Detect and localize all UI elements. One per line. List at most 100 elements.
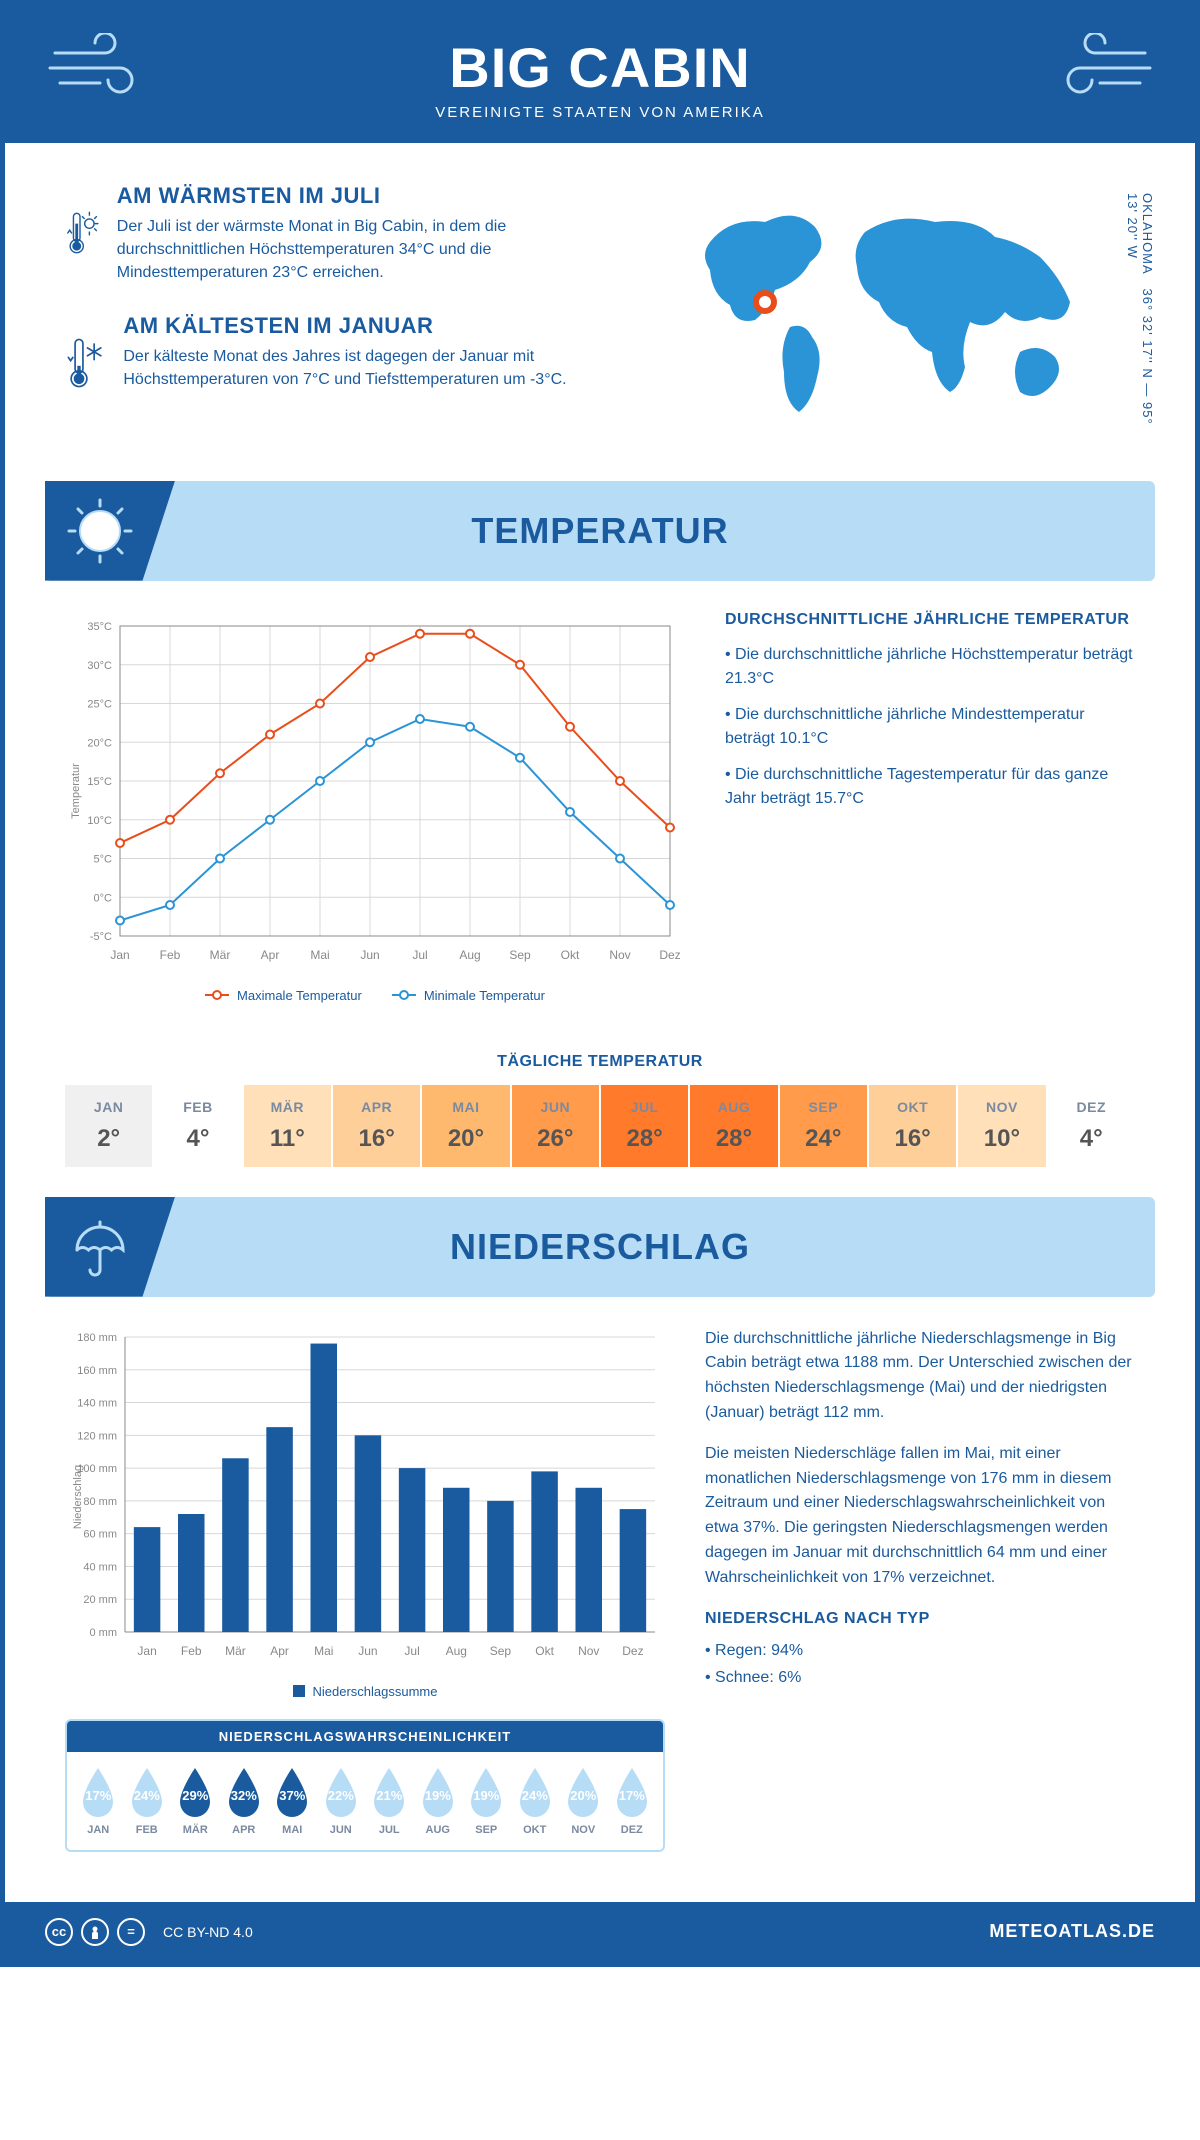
svg-text:140 mm: 140 mm — [77, 1397, 117, 1409]
svg-text:Mär: Mär — [210, 948, 231, 962]
probability-cell: 21%JUL — [366, 1766, 413, 1836]
daily-temp-title: TÄGLICHE TEMPERATUR — [5, 1053, 1195, 1071]
daily-temp-cell: NOV10° — [958, 1085, 1047, 1167]
svg-text:180 mm: 180 mm — [77, 1332, 117, 1344]
cc-icon: cc — [45, 1918, 73, 1946]
coldest-block: AM KÄLTESTEN IM JANUAR Der kälteste Mona… — [65, 313, 605, 413]
svg-text:Feb: Feb — [181, 1644, 202, 1658]
svg-text:35°C: 35°C — [87, 621, 112, 633]
daily-temp-cell: DEZ4° — [1048, 1085, 1135, 1167]
svg-text:Sep: Sep — [509, 948, 531, 962]
svg-text:80 mm: 80 mm — [83, 1495, 117, 1507]
svg-text:40 mm: 40 mm — [83, 1561, 117, 1573]
coordinates: OKLAHOMA 36° 32' 17'' N — 95° 13' 20'' W — [1125, 193, 1155, 441]
probability-cell: 32%APR — [221, 1766, 268, 1836]
svg-text:Jul: Jul — [412, 948, 427, 962]
svg-text:Jun: Jun — [358, 1644, 377, 1658]
coldest-title: AM KÄLTESTEN IM JANUAR — [123, 313, 604, 339]
svg-text:5°C: 5°C — [94, 853, 113, 865]
daily-temp-cell: JAN2° — [65, 1085, 154, 1167]
sun-icon — [45, 481, 175, 581]
page-container: BIG CABIN VEREINIGTE STAATEN VON AMERIKA… — [0, 0, 1200, 1967]
probability-cell: 17%DEZ — [609, 1766, 656, 1836]
svg-text:Dez: Dez — [622, 1644, 643, 1658]
svg-text:60 mm: 60 mm — [83, 1528, 117, 1540]
daily-temp-cell: SEP24° — [780, 1085, 869, 1167]
svg-text:Apr: Apr — [261, 948, 280, 962]
svg-text:Okt: Okt — [561, 948, 580, 962]
daily-temp-cell: JUL28° — [601, 1085, 690, 1167]
thermometer-hot-icon — [65, 183, 99, 283]
probability-cell: 19%AUG — [415, 1766, 462, 1836]
daily-temp-cell: MÄR11° — [244, 1085, 333, 1167]
svg-text:Jan: Jan — [110, 948, 129, 962]
daily-temp-cell: OKT16° — [869, 1085, 958, 1167]
precipitation-heading: NIEDERSCHLAG — [450, 1226, 750, 1268]
probability-cell: 19%SEP — [463, 1766, 510, 1836]
svg-text:Niederschlag: Niederschlag — [72, 1464, 84, 1528]
probability-cell: 29%MÄR — [172, 1766, 219, 1836]
temperature-heading: TEMPERATUR — [471, 510, 728, 552]
probability-cell: 24%OKT — [512, 1766, 559, 1836]
by-icon — [81, 1918, 109, 1946]
svg-text:Sep: Sep — [490, 1644, 512, 1658]
probability-cell: 24%FEB — [124, 1766, 171, 1836]
svg-text:Jul: Jul — [404, 1644, 419, 1658]
svg-text:-5°C: -5°C — [90, 931, 112, 943]
temperature-legend: .legend-item:nth-child(1) .legend-swatch… — [65, 988, 685, 1003]
svg-text:15°C: 15°C — [87, 776, 112, 788]
svg-text:20°C: 20°C — [87, 737, 112, 749]
page-title: BIG CABIN — [25, 35, 1175, 100]
temperature-chart: -5°C 0°C 5°C 10°C 15°C 20°C 25°C 30°C 35°C Jan Feb… — [65, 611, 685, 1003]
precipitation-text: Die durchschnittliche jährliche Niedersc… — [705, 1327, 1135, 1852]
daily-temp-cell: MAI20° — [422, 1085, 511, 1167]
probability-cell: 22%JUN — [318, 1766, 365, 1836]
svg-text:Jun: Jun — [360, 948, 379, 962]
nd-icon: = — [117, 1918, 145, 1946]
probability-cell: 37%MAI — [269, 1766, 316, 1836]
thermometer-cold-icon — [65, 313, 105, 413]
license-badge: cc = CC BY-ND 4.0 — [45, 1918, 253, 1946]
svg-text:Aug: Aug — [459, 948, 480, 962]
temperature-banner: TEMPERATUR — [45, 481, 1155, 581]
svg-text:Aug: Aug — [446, 1644, 467, 1658]
daily-temp-cell: APR16° — [333, 1085, 422, 1167]
daily-temp-row: JAN2°FEB4°MÄR11°APR16°MAI20°JUN26°JUL28°… — [65, 1085, 1135, 1167]
world-map: OKLAHOMA 36° 32' 17'' N — 95° 13' 20'' W — [645, 183, 1135, 441]
temperature-summary: DURCHSCHNITTLICHE JÄHRLICHE TEMPERATUR •… — [725, 611, 1135, 1003]
svg-text:0°C: 0°C — [94, 892, 113, 904]
svg-text:Mai: Mai — [314, 1644, 333, 1658]
daily-temp-cell: JUN26° — [512, 1085, 601, 1167]
header: BIG CABIN VEREINIGTE STAATEN VON AMERIKA — [5, 5, 1195, 143]
svg-text:160 mm: 160 mm — [77, 1364, 117, 1376]
svg-text:Okt: Okt — [535, 1644, 554, 1658]
umbrella-icon — [45, 1197, 175, 1297]
svg-text:20 mm: 20 mm — [83, 1594, 117, 1606]
footer: cc = CC BY-ND 4.0 METEOATLAS.DE — [5, 1902, 1195, 1962]
svg-text:Dez: Dez — [659, 948, 680, 962]
precipitation-banner: NIEDERSCHLAG — [45, 1197, 1155, 1297]
svg-text:Feb: Feb — [160, 948, 181, 962]
svg-text:25°C: 25°C — [87, 698, 112, 710]
precipitation-legend: Niederschlagssumme — [65, 1684, 665, 1699]
svg-text:Mai: Mai — [310, 948, 329, 962]
daily-temp-cell: AUG28° — [690, 1085, 779, 1167]
svg-text:0 mm: 0 mm — [90, 1627, 118, 1639]
intro-section: AM WÄRMSTEN IM JULI Der Juli ist der wär… — [5, 143, 1195, 471]
wind-icon — [1045, 33, 1155, 108]
page-subtitle: VEREINIGTE STAATEN VON AMERIKA — [25, 104, 1175, 121]
warmest-title: AM WÄRMSTEN IM JULI — [117, 183, 605, 209]
probability-cell: 20%NOV — [560, 1766, 607, 1836]
svg-text:10°C: 10°C — [87, 814, 112, 826]
daily-temp-cell: FEB4° — [154, 1085, 243, 1167]
probability-cell: 17%JAN — [75, 1766, 122, 1836]
svg-text:Temperatur: Temperatur — [70, 762, 82, 818]
svg-text:Apr: Apr — [270, 1644, 289, 1658]
svg-text:Mär: Mär — [225, 1644, 246, 1658]
svg-text:120 mm: 120 mm — [77, 1430, 117, 1442]
probability-box: NIEDERSCHLAGSWAHRSCHEINLICHKEIT 17%JAN24… — [65, 1719, 665, 1852]
warmest-text: Der Juli ist der wärmste Monat in Big Ca… — [117, 215, 605, 285]
precipitation-chart: 0 mm20 mm40 mm60 mm80 mm100 mm120 mm140 … — [65, 1327, 665, 1667]
coldest-text: Der kälteste Monat des Jahres ist dagege… — [123, 345, 604, 391]
svg-text:30°C: 30°C — [87, 659, 112, 671]
